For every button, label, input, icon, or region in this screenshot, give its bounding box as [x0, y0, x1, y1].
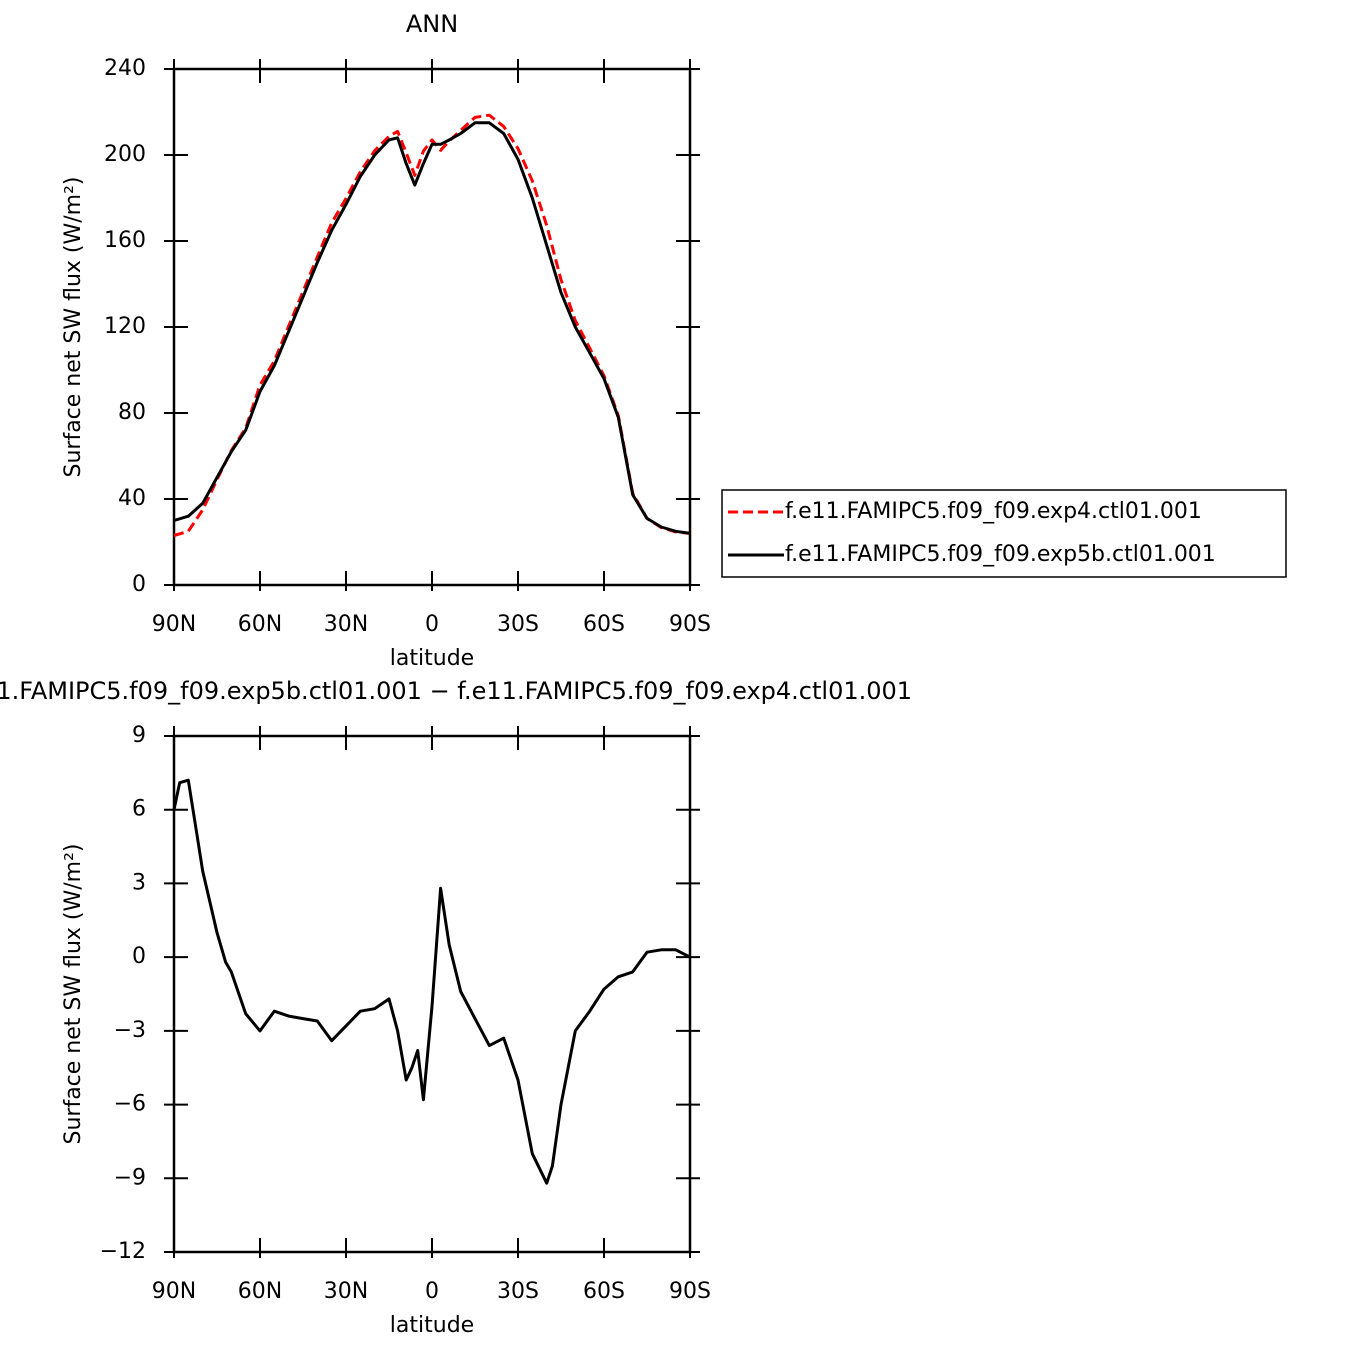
y-tick-label: 240 [104, 56, 146, 81]
x-tick-label: 0 [425, 612, 439, 637]
x-tick-label: 90S [669, 612, 711, 637]
y-axis-label: Surface net SW flux (W/m²) [61, 176, 86, 477]
x-tick-label: 0 [425, 1279, 439, 1304]
series-line [173, 121, 691, 535]
x-tick-label: 90N [152, 1279, 196, 1304]
y-tick-label: −9 [114, 1165, 146, 1190]
y-tick-label: −6 [114, 1092, 146, 1117]
x-tick-label: 30N [324, 612, 368, 637]
x-tick-label: 90S [669, 1279, 711, 1304]
x-tick-label: 30S [497, 1279, 539, 1304]
x-tick-label: 60S [583, 612, 625, 637]
y-tick-label: −3 [114, 1018, 146, 1043]
y-tick-label: 40 [118, 486, 146, 511]
y-tick-label: 6 [132, 797, 146, 822]
legend-label: f.e11.FAMIPC5.f09_f09.exp5b.ctl01.001 [785, 542, 1216, 567]
x-tick-label: 30N [324, 1279, 368, 1304]
y-tick-label: 0 [132, 572, 146, 597]
x-axis-label: latitude [390, 1313, 474, 1338]
y-tick-label: 200 [104, 142, 146, 167]
y-tick-label: −12 [100, 1239, 146, 1264]
chart-title: f.e11.FAMIPC5.f09_f09.exp5b.ctl01.001 − … [0, 677, 912, 705]
legend-box [721, 489, 1287, 578]
y-tick-label: 160 [104, 228, 146, 253]
y-tick-label: 9 [132, 723, 146, 748]
chart-title: ANN [406, 10, 458, 38]
series-line [172, 778, 691, 1185]
y-tick-label: 120 [104, 314, 146, 339]
series-line [173, 113, 691, 537]
y-tick-label: 80 [118, 400, 146, 425]
x-tick-label: 30S [497, 612, 539, 637]
y-axis-label: Surface net SW flux (W/m²) [61, 843, 86, 1144]
x-tick-label: 60S [583, 1279, 625, 1304]
x-tick-label: 60N [238, 1279, 282, 1304]
legend-label: f.e11.FAMIPC5.f09_f09.exp4.ctl01.001 [785, 499, 1202, 524]
x-tick-label: 90N [152, 612, 196, 637]
y-tick-label: 0 [132, 944, 146, 969]
x-axis-label: latitude [390, 646, 474, 671]
x-tick-label: 60N [238, 612, 282, 637]
y-tick-label: 3 [132, 870, 146, 895]
